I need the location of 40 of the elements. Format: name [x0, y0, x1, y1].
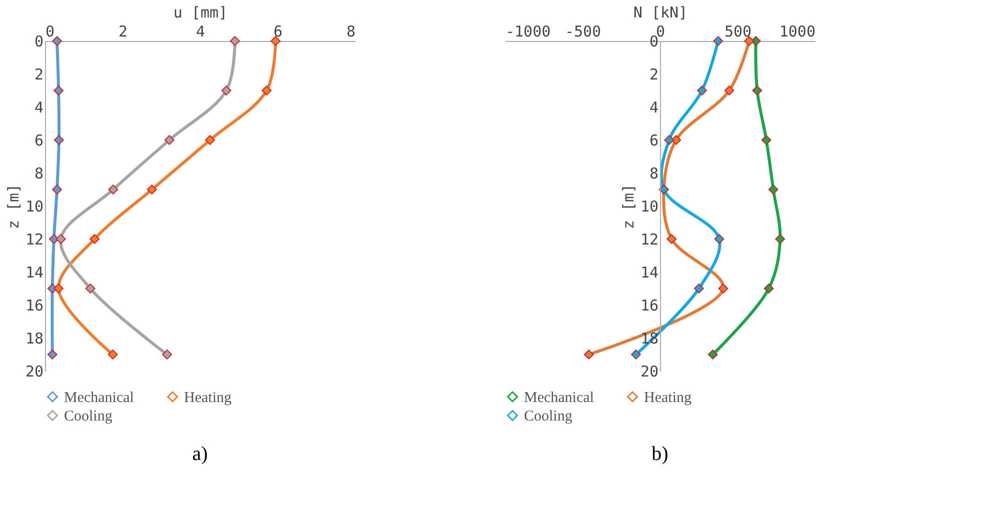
- text: a): [192, 443, 208, 465]
- y-axis-title: z [m]: [619, 184, 638, 230]
- legend-label: Heating: [644, 390, 692, 406]
- y-tick-label: 4: [649, 98, 658, 116]
- legend-label: Cooling: [524, 408, 573, 424]
- y-tick-label: 20: [25, 362, 44, 380]
- y-tick-label: 6: [34, 132, 44, 150]
- y-tick-label: 14: [640, 264, 658, 282]
- x-tick-label: 1000: [779, 22, 816, 40]
- x-tick-label: 6: [273, 22, 283, 40]
- x-tick-label: -500: [564, 22, 602, 40]
- y-tick-label: 10: [640, 198, 658, 216]
- y-tick-label: 18: [25, 330, 44, 348]
- x-tick-label: 0: [46, 22, 55, 40]
- x-tick-label: 2: [118, 22, 128, 40]
- legend-label: Mechanical: [524, 390, 594, 406]
- y-tick-label: 10: [25, 198, 44, 216]
- y-tick-label: 8: [649, 164, 658, 182]
- y-tick-label: 2: [649, 66, 658, 84]
- y-tick-label: 16: [25, 296, 44, 314]
- x-axis-title: u [mm]: [173, 4, 228, 22]
- legend-label: Heating: [184, 390, 232, 406]
- y-tick-label: 20: [640, 362, 658, 380]
- legend-label: Cooling: [64, 408, 113, 424]
- y-tick-label: 4: [34, 98, 44, 116]
- x-tick-label: -1000: [506, 22, 551, 40]
- legend-label: Mechanical: [64, 390, 134, 406]
- y-tick-label: 2: [34, 66, 44, 84]
- y-tick-label: 6: [649, 132, 658, 150]
- x-axis-title: N [kN]: [633, 4, 688, 22]
- y-tick-label: 16: [640, 296, 658, 314]
- x-tick-label: 8: [346, 22, 356, 40]
- text: b): [652, 443, 668, 465]
- x-tick-label: 500: [724, 22, 752, 40]
- x-tick-label: 4: [196, 22, 206, 40]
- y-tick-label: 8: [34, 164, 44, 182]
- y-tick-label: 12: [640, 230, 658, 248]
- y-axis-title: z [m]: [4, 184, 22, 230]
- y-tick-label: 12: [25, 230, 44, 248]
- y-tick-label: 14: [25, 264, 44, 282]
